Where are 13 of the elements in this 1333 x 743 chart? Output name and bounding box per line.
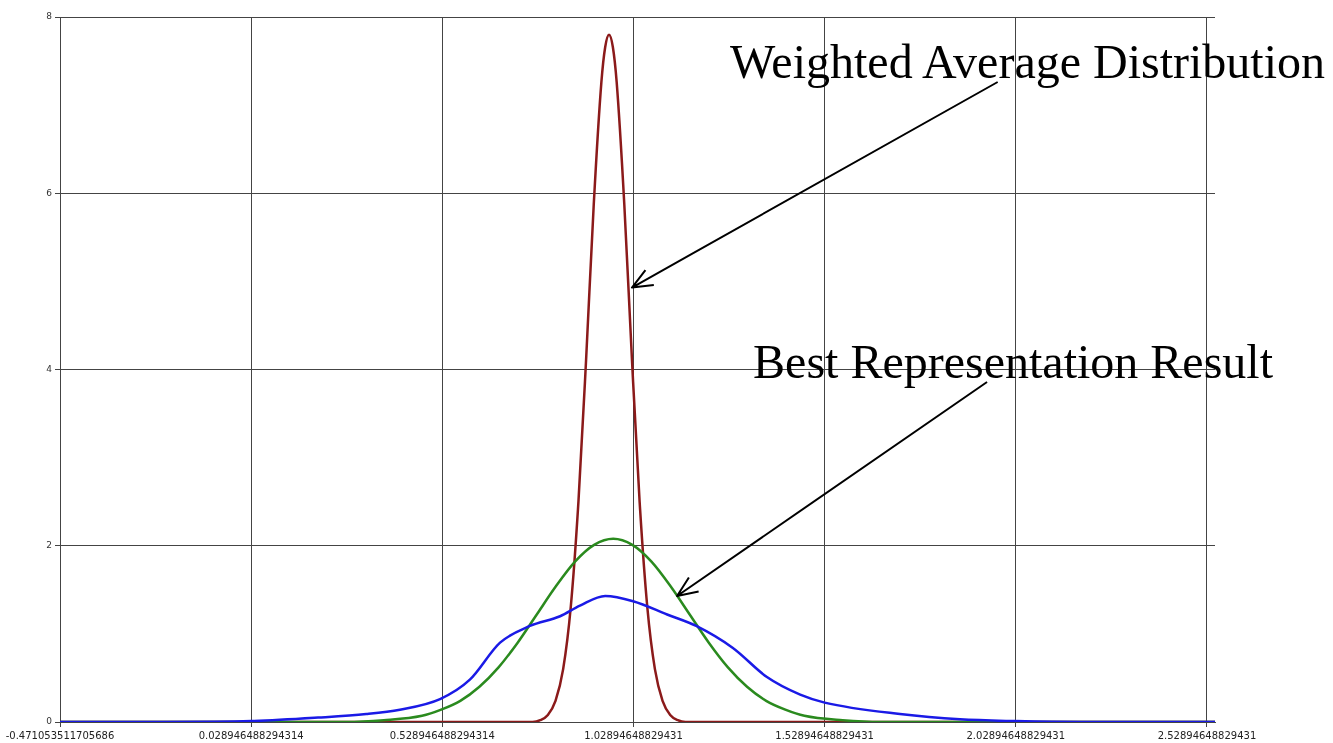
x-tick-label: 1.02894648829431 (584, 729, 683, 741)
y-tick-label: 2 (46, 540, 52, 551)
x-tick-label: 1.52894648829431 (775, 729, 874, 741)
x-tick-label: 0.528946488294314 (389, 729, 495, 741)
x-tick-label: 2.02894648829431 (966, 729, 1066, 741)
y-tick-label: 4 (46, 363, 53, 374)
y-tick-label: 6 (46, 187, 53, 198)
x-tick-label: 2.52894648829431 (1157, 729, 1257, 741)
line-series (60, 594, 1215, 722)
x-tick-label: 0.028946488294314 (198, 729, 304, 741)
y-tick-label: 0 (46, 716, 53, 727)
x-tick-label: -0.471053511705686 (5, 729, 115, 741)
y-tick-label: 8 (46, 11, 53, 22)
